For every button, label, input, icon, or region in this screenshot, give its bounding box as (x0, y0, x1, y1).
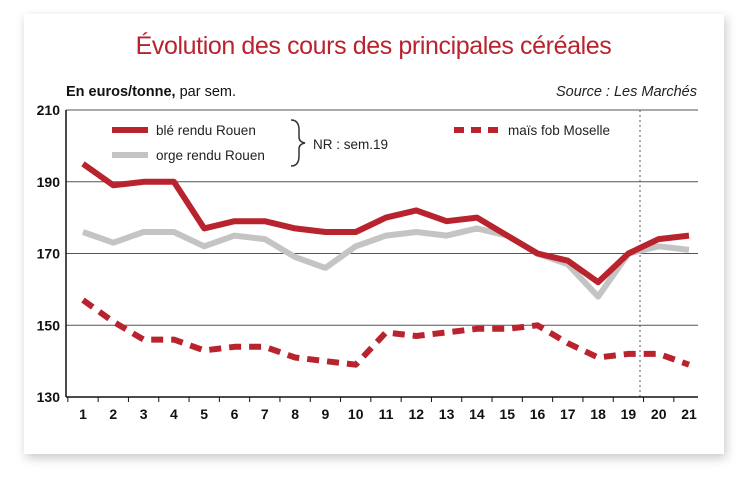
y-tick-label: 150 (37, 317, 61, 333)
legend-label-orge: orge rendu Rouen (156, 148, 265, 163)
x-tick-label: 2 (109, 406, 117, 422)
series-lines (81, 161, 691, 368)
x-tick-label: 9 (322, 406, 330, 422)
x-tick-label: 16 (530, 406, 546, 422)
x-tick-label: 15 (499, 406, 515, 422)
y-tick-label: 210 (37, 102, 61, 118)
x-tick-label: 11 (379, 406, 394, 422)
x-tick-label: 17 (560, 406, 576, 422)
y-tick-label: 170 (37, 246, 61, 262)
x-tick-label: 18 (590, 406, 606, 422)
legend: blé rendu Rouen orge rendu Rouen NR : se… (112, 119, 610, 167)
x-tick-label: 1 (79, 406, 87, 422)
unit-label-rest: par sem. (175, 84, 237, 100)
x-tick-label: 3 (140, 406, 148, 422)
series-line-1 (82, 225, 690, 300)
unit-label: En euros/tonne, par sem. (66, 84, 236, 100)
legend-label-mais: maïs fob Moselle (508, 123, 610, 138)
x-tick-label: 10 (348, 406, 364, 422)
x-tick-label: 4 (170, 406, 178, 422)
annotation-nr: NR : sem.19 (313, 137, 388, 152)
x-tick-label: 8 (291, 406, 299, 422)
unit-label-bold: En euros/tonne, (66, 84, 176, 100)
series-line-0 (81, 161, 690, 286)
series-line-2 (81, 297, 691, 368)
y-tick-label: 130 (37, 389, 61, 405)
x-tick-label: 13 (439, 406, 455, 422)
x-tick-label: 5 (200, 406, 208, 422)
y-tick-label: 190 (37, 174, 61, 190)
legend-label-ble: blé rendu Rouen (156, 123, 256, 138)
x-tick-label: 21 (681, 406, 697, 422)
chart-title: Évolution des cours des principales céré… (135, 32, 612, 60)
x-tick-label: 14 (469, 406, 485, 422)
x-tick-label: 12 (409, 406, 425, 422)
x-tick-label: 19 (621, 406, 637, 422)
legend-brace (290, 119, 306, 167)
x-tick-label: 6 (231, 406, 239, 422)
source-label: Source : Les Marchés (555, 84, 697, 100)
x-tick-label: 20 (651, 406, 667, 422)
x-tick-label: 7 (261, 406, 269, 422)
